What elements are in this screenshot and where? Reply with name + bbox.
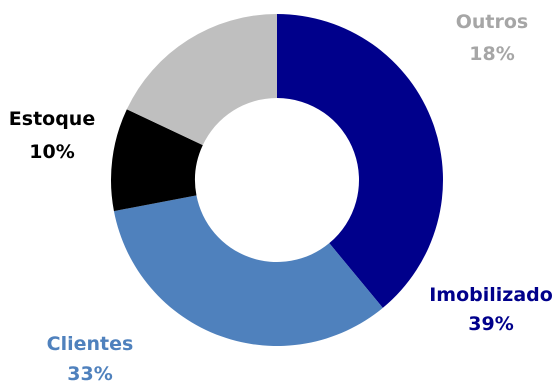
label-name-outros: Outros [456,11,529,33]
donut-slices [111,14,443,346]
slice-imobilizado [277,14,443,308]
slice-estoque [111,109,203,212]
slice-outros [126,14,277,146]
label-value-clientes: 33% [67,363,112,385]
label-name-imobilizado: Imobilizado [429,284,553,306]
label-value-estoque: 10% [29,141,74,163]
slice-clientes [113,195,383,346]
label-name-estoque: Estoque [9,108,95,130]
label-name-clientes: Clientes [47,333,134,355]
label-value-outros: 18% [469,43,514,65]
label-value-imobilizado: 39% [468,313,513,335]
slice-labels: Imobilizado 39% Clientes 33% Estoque 10% Outro… [9,11,553,385]
